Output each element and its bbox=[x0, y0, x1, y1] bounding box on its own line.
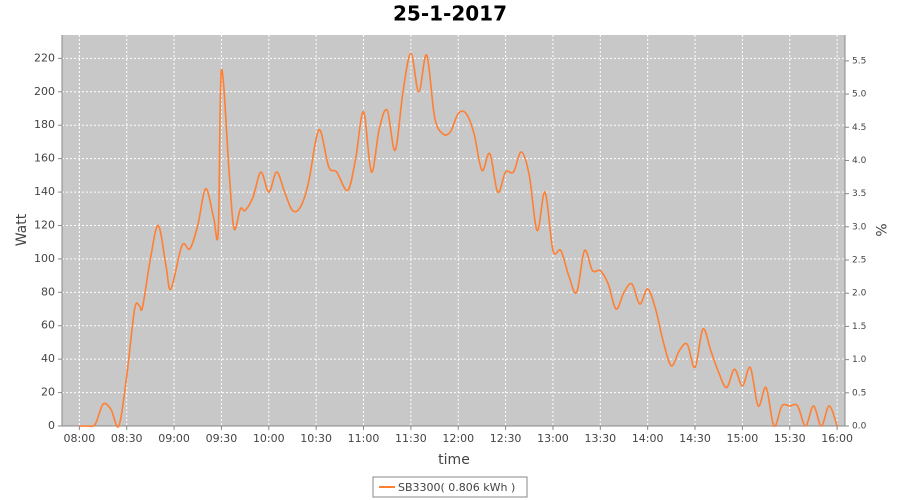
y-tick-label: 100 bbox=[34, 252, 55, 265]
x-tick-label: 10:30 bbox=[300, 432, 332, 445]
y2-tick-label: 3.5 bbox=[852, 189, 866, 199]
y-tick-label: 0 bbox=[48, 419, 55, 432]
chart-title: 25-1-2017 bbox=[393, 2, 507, 26]
y2-tick-label: 2.0 bbox=[852, 289, 867, 299]
y-tick-label: 80 bbox=[41, 285, 55, 298]
y2-tick-label: 0.5 bbox=[852, 388, 866, 398]
x-tick-label: 15:00 bbox=[727, 432, 759, 445]
x-tick-label: 09:30 bbox=[206, 432, 238, 445]
y-tick-label: 120 bbox=[34, 218, 55, 231]
legend-box bbox=[372, 476, 528, 498]
y-tick-label: 200 bbox=[34, 85, 55, 98]
y2-tick-label: 1.5 bbox=[852, 322, 866, 332]
y2-tick-label: 2.5 bbox=[852, 256, 866, 266]
y2-tick-label: 5.5 bbox=[852, 56, 866, 66]
y-tick-label: 140 bbox=[34, 185, 55, 198]
y-tick-label: 60 bbox=[41, 319, 55, 332]
y2-tick-label: 3.0 bbox=[852, 222, 867, 232]
y-tick-label: 40 bbox=[41, 352, 55, 365]
y-tick-label: 20 bbox=[41, 386, 55, 399]
x-tick-label: 13:30 bbox=[584, 432, 616, 445]
x-tick-label: 15:30 bbox=[774, 432, 806, 445]
y2-tick-label: 5.0 bbox=[852, 90, 867, 100]
x-axis-label: time bbox=[438, 452, 470, 468]
x-tick-label: 11:30 bbox=[395, 432, 427, 445]
x-tick-label: 16:00 bbox=[821, 432, 853, 445]
y-axis-label: Watt bbox=[14, 213, 30, 246]
y2-tick-label: 0.0 bbox=[852, 422, 867, 432]
x-tick-label: 13:00 bbox=[537, 432, 569, 445]
x-tick-label: 10:00 bbox=[253, 432, 285, 445]
x-tick-label: 08:30 bbox=[111, 432, 143, 445]
y2-axis-label: % bbox=[872, 223, 888, 236]
x-tick-label: 11:00 bbox=[348, 432, 380, 445]
y2-tick-label: 4.0 bbox=[852, 156, 867, 166]
y-tick-label: 160 bbox=[34, 152, 55, 165]
line bbox=[79, 52, 838, 428]
x-tick-label: 14:00 bbox=[632, 432, 664, 445]
y2-tick-label: 1.0 bbox=[852, 355, 867, 365]
x-tick-label: 14:30 bbox=[679, 432, 711, 445]
y2-tick-label: 4.5 bbox=[852, 123, 866, 133]
y-tick-label: 220 bbox=[34, 51, 55, 64]
x-tick-label: 12:30 bbox=[490, 432, 522, 445]
y-tick-label: 180 bbox=[34, 118, 55, 131]
x-tick-label: 09:00 bbox=[158, 432, 190, 445]
legend-label: SB3300( 0.806 kWh ) bbox=[398, 481, 515, 494]
x-tick-label: 12:00 bbox=[442, 432, 474, 445]
x-tick-label: 08:00 bbox=[64, 432, 96, 445]
plot-area bbox=[62, 35, 845, 426]
